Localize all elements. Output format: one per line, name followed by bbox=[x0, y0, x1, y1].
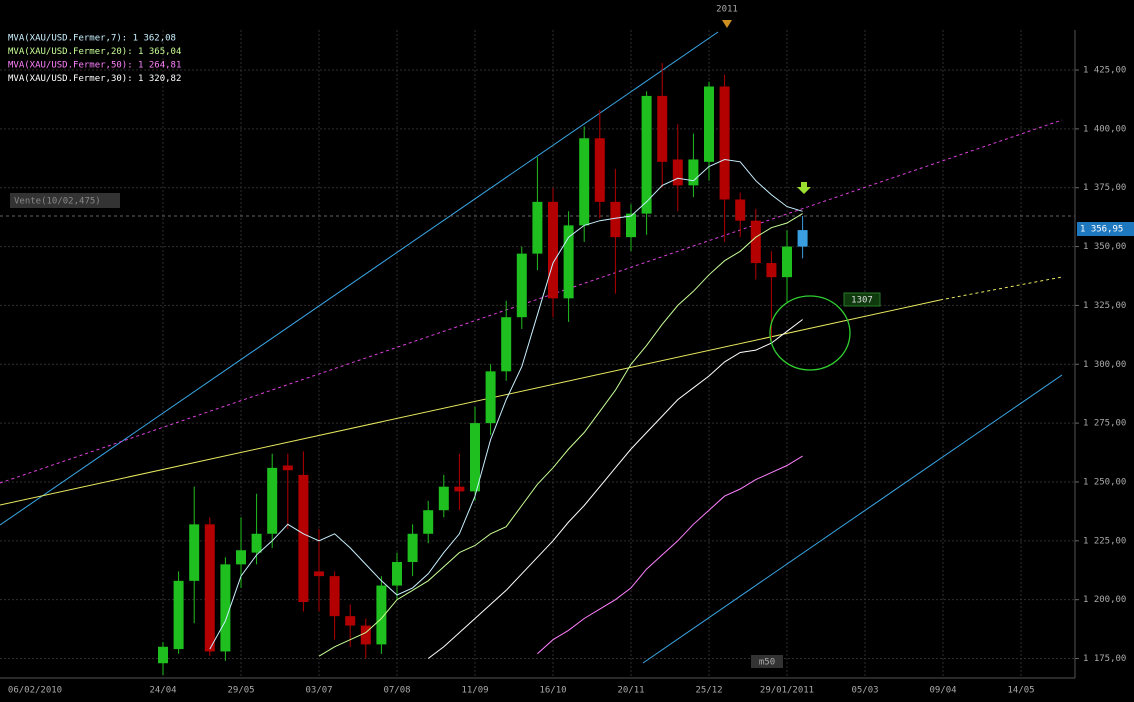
legend-entry: MVA(XAU/USD.Fermer,7): 1 362,08 bbox=[8, 34, 176, 44]
candle-body bbox=[407, 533, 418, 563]
year-label: 2011 bbox=[716, 5, 738, 15]
y-tick-label: 1 425,00 bbox=[1083, 66, 1126, 76]
legend-entry: MVA(XAU/USD.Fermer,20): 1 365,04 bbox=[8, 47, 181, 57]
candle-body bbox=[423, 510, 434, 534]
trend-line-lower bbox=[642, 374, 1063, 664]
x-tick-label: 24/04 bbox=[149, 686, 176, 696]
x-tick-label: 25/12 bbox=[695, 686, 722, 696]
candle-body bbox=[173, 580, 184, 650]
candle-body bbox=[360, 625, 371, 645]
candle-body bbox=[189, 524, 200, 581]
candle-body bbox=[579, 138, 590, 226]
level-box bbox=[843, 292, 881, 307]
highlight-circle bbox=[769, 295, 851, 371]
candle-body bbox=[610, 201, 621, 238]
candle-body bbox=[750, 220, 761, 264]
candle-body bbox=[735, 199, 746, 221]
x-tick-label: 09/04 bbox=[929, 686, 956, 696]
price-label: 1 356,95 bbox=[1080, 225, 1123, 235]
y-tick-label: 1 400,00 bbox=[1083, 124, 1126, 134]
year-marker bbox=[722, 20, 732, 28]
x-tick-label: 29/05 bbox=[227, 686, 254, 696]
candle-body bbox=[641, 95, 652, 214]
candle-body bbox=[314, 571, 324, 577]
candle-body bbox=[532, 201, 543, 254]
candle-body bbox=[267, 467, 278, 534]
ma-tag-label: m50 bbox=[759, 658, 775, 668]
y-tick-label: 1 200,00 bbox=[1083, 595, 1126, 605]
moving-average bbox=[209, 158, 803, 650]
x-tick-label: 20/11 bbox=[617, 686, 644, 696]
x-tick-label: 06/02/2010 bbox=[8, 686, 62, 696]
candle-body bbox=[282, 465, 293, 471]
candle-body bbox=[470, 423, 480, 492]
candle-body bbox=[672, 159, 683, 186]
candle-body bbox=[594, 138, 605, 202]
candle-body bbox=[158, 646, 168, 664]
x-tick-label: 07/08 bbox=[383, 686, 410, 696]
legend: MVA(XAU/USD.Fermer,7): 1 362,08 MVA(XAU/U… bbox=[8, 34, 181, 85]
candle-body bbox=[376, 585, 387, 645]
x-tick-label: 14/05 bbox=[1007, 686, 1034, 696]
y-tick-label: 1 225,00 bbox=[1083, 536, 1126, 546]
y-tick-label: 1 175,00 bbox=[1083, 654, 1126, 664]
sell-box bbox=[10, 193, 120, 208]
trend-line-upper bbox=[0, 31, 719, 526]
candle-body bbox=[329, 576, 340, 617]
candle-body bbox=[454, 486, 465, 492]
candle-body bbox=[220, 564, 231, 652]
plot bbox=[158, 62, 808, 675]
candle-body bbox=[657, 95, 668, 162]
legend-entry: MVA(XAU/USD.Fermer,50): 1 264,81 bbox=[8, 61, 181, 71]
y-tick-label: 1 375,00 bbox=[1083, 183, 1126, 193]
candle-body bbox=[485, 371, 496, 424]
candle-body bbox=[251, 533, 262, 553]
candle-body bbox=[782, 246, 792, 278]
x-tick-label: 05/03 bbox=[851, 686, 878, 696]
y-tick-label: 1 350,00 bbox=[1083, 242, 1126, 252]
candle-body bbox=[204, 524, 215, 652]
candle-body bbox=[704, 86, 714, 162]
legend-entry: MVA(XAU/USD.Fermer,30): 1 320,82 bbox=[8, 74, 181, 84]
y-tick-label: 1 325,00 bbox=[1083, 301, 1126, 311]
arrow-marker bbox=[797, 182, 811, 194]
candle-body bbox=[298, 474, 309, 603]
candle-body bbox=[688, 159, 699, 186]
candle-body bbox=[719, 86, 730, 200]
candle-body bbox=[797, 230, 808, 247]
y-tick-label: 1 275,00 bbox=[1083, 419, 1126, 429]
candle-body bbox=[563, 225, 574, 299]
trend-line-yellow-ext bbox=[939, 276, 1063, 301]
moving-average bbox=[537, 455, 803, 655]
x-tick-label: 16/10 bbox=[539, 686, 566, 696]
ma-tag-box bbox=[751, 655, 783, 668]
x-tick-label: 29/01/2011 bbox=[760, 686, 814, 696]
trend-line-magenta bbox=[0, 119, 1063, 484]
moving-average bbox=[427, 319, 803, 659]
x-tick-label: 03/07 bbox=[305, 686, 332, 696]
candle-body bbox=[766, 263, 777, 278]
candle-body bbox=[516, 253, 527, 318]
candle-body bbox=[438, 486, 449, 511]
price-box bbox=[1077, 222, 1134, 236]
candle-body bbox=[501, 317, 512, 372]
grid bbox=[0, 30, 1075, 678]
candle-body bbox=[626, 213, 636, 238]
candle-body bbox=[345, 616, 356, 626]
moving-average bbox=[318, 213, 803, 657]
candle-body bbox=[548, 201, 558, 299]
x-tick-label: 11/09 bbox=[461, 686, 488, 696]
y-tick-label: 1 300,00 bbox=[1083, 360, 1126, 370]
candle-body bbox=[392, 562, 402, 586]
candle-body bbox=[236, 550, 246, 565]
sell-label: Vente(10/02,475) bbox=[14, 197, 101, 207]
y-tick-label: 1 250,00 bbox=[1083, 477, 1126, 487]
level-label: 1307 bbox=[851, 296, 873, 306]
